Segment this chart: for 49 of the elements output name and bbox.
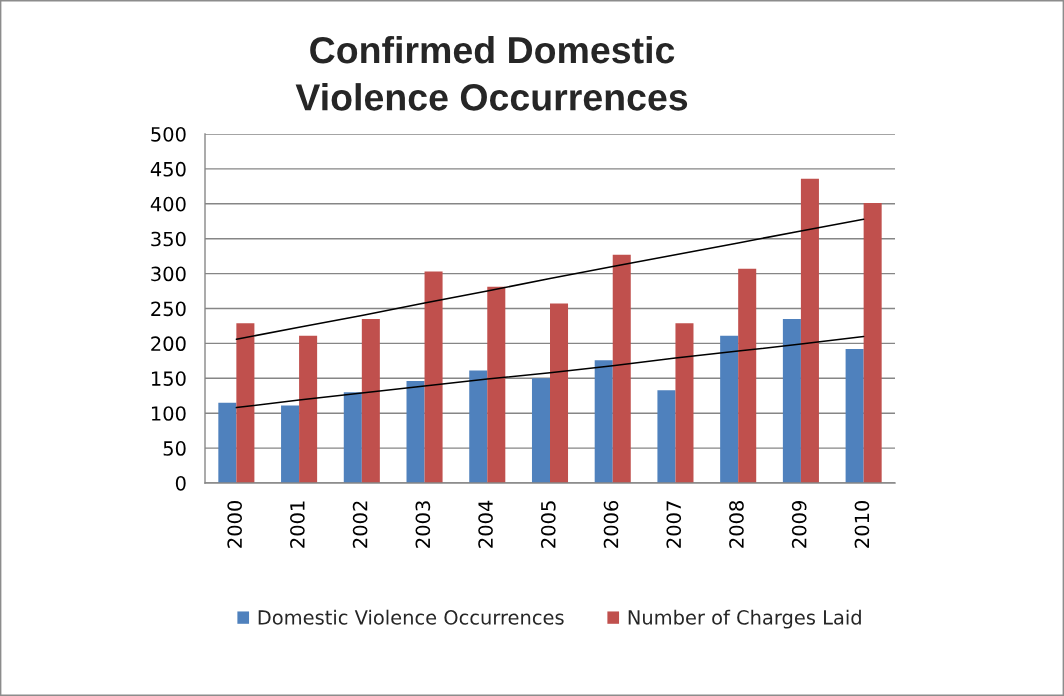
bar (738, 268, 757, 483)
y-tick-label: 300 (151, 266, 186, 282)
x-tick-label: 2000 (227, 500, 243, 548)
legend-label: Number of Charges Laid (628, 609, 861, 629)
bar (863, 203, 882, 483)
y-tick-label: 350 (151, 231, 186, 247)
bar (657, 390, 676, 483)
bar (361, 318, 380, 483)
bar (720, 335, 739, 483)
x-tick-label: 2010 (854, 500, 870, 548)
line-series (235, 335, 865, 409)
x-tick-label: 2007 (666, 501, 682, 548)
bar (800, 178, 819, 483)
x-tick-label: 2001 (290, 501, 305, 548)
bar (845, 348, 864, 483)
bar (550, 303, 569, 483)
y-tick-label: 0 (175, 475, 186, 491)
y-tick-label: 500 (151, 126, 186, 142)
x-tick-label: 2006 (603, 500, 619, 548)
bar (594, 360, 613, 483)
y-tick-label: 400 (150, 196, 186, 212)
bar (675, 323, 694, 483)
bar (343, 392, 362, 483)
bar (531, 378, 550, 483)
y-tick-label: 450 (150, 161, 186, 177)
y-tick-label: 50 (163, 441, 186, 456)
x-tick-label: 2008 (729, 501, 744, 548)
bar (299, 335, 318, 483)
x-tick-label: 2003 (415, 501, 431, 548)
x-tick-label: 2004 (478, 500, 493, 548)
x-tick-label: 2005 (540, 501, 556, 548)
chart-title: Confirmed Domestic Violence Occurrences (295, 35, 688, 111)
y-tick-label: 100 (151, 406, 186, 421)
bar (612, 254, 631, 483)
y-tick-label: 150 (151, 371, 186, 386)
bar (236, 323, 255, 483)
bar (469, 370, 488, 483)
bar (406, 381, 425, 483)
bar (218, 402, 237, 483)
line-series (235, 218, 865, 340)
y-tick-label: 200 (151, 336, 186, 352)
x-tick-label: 2009 (791, 501, 807, 548)
bar (424, 271, 443, 483)
x-tick-label: 2002 (352, 501, 368, 548)
bar (782, 318, 801, 483)
bar (487, 286, 506, 483)
bar (281, 405, 300, 483)
legend-label: Domestic Violence Occurrences (258, 609, 564, 625)
y-tick-label: 250 (151, 301, 186, 317)
